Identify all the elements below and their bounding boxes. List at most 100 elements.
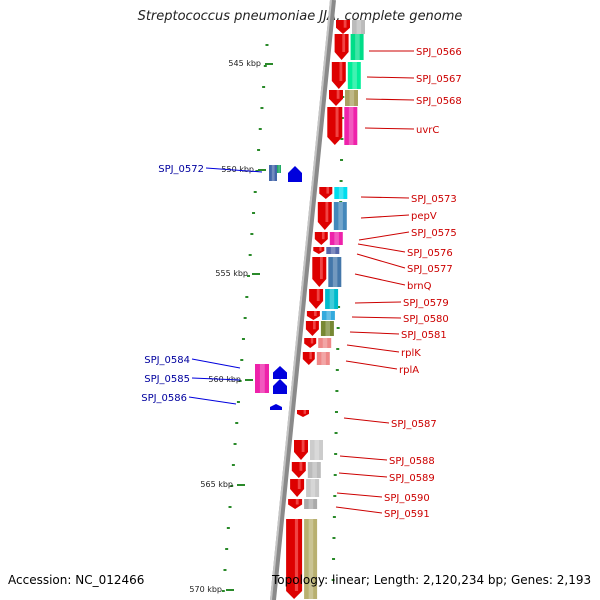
- major-tick: [226, 589, 234, 591]
- scale-tick: [265, 44, 269, 46]
- gene-label-right: SPJ_0579: [403, 298, 449, 309]
- gene-forward: [291, 462, 306, 478]
- gene-domain: [277, 165, 281, 173]
- gene-arrow-forward: [304, 338, 317, 348]
- scale-tick: [260, 107, 264, 109]
- domain-box: [318, 338, 332, 348]
- gene-label-left: SPJ_0584: [144, 355, 190, 366]
- scale-tick: [340, 159, 344, 161]
- scale-tick: [240, 359, 244, 361]
- gene-label-right: SPJ_0589: [389, 473, 435, 484]
- gene-domain: [321, 311, 335, 320]
- domain-shine: [326, 311, 331, 320]
- major-tick: [245, 379, 253, 381]
- gene-arrow-forward: [305, 321, 319, 336]
- scale-tick: [235, 422, 239, 424]
- domain-box: [255, 364, 269, 380]
- gene-domain: [352, 20, 365, 34]
- gene-label-right: SPJ_0567: [416, 74, 462, 85]
- domain-shine: [310, 479, 316, 497]
- domain-box: [255, 379, 269, 393]
- gene-arrow-forward: [334, 34, 349, 60]
- gene-forward: [319, 187, 333, 199]
- domain-shine: [332, 257, 338, 287]
- gene-arrow-forward: [317, 202, 332, 230]
- domain-shine: [355, 34, 360, 60]
- domain-box: [304, 519, 318, 599]
- domain-shine: [329, 289, 335, 309]
- gene-arrow-shine: [299, 462, 303, 471]
- domain-box: [310, 440, 323, 460]
- domain-box: [316, 352, 330, 365]
- domain-shine: [278, 165, 280, 173]
- gene-arrow-forward: [314, 232, 328, 245]
- major-tick: [258, 169, 266, 171]
- gene-forward: [312, 257, 327, 287]
- gene-arrow-forward: [319, 187, 333, 199]
- gene-arrow-forward: [329, 90, 343, 106]
- domain-shine: [334, 232, 339, 245]
- gene-forward: [327, 107, 343, 145]
- scale-tick: [250, 233, 254, 235]
- scale-tick: [334, 453, 338, 455]
- leader-line: [360, 196, 410, 199]
- domain-box: [307, 462, 321, 478]
- scale-tick: [340, 138, 344, 140]
- major-tick: [237, 484, 245, 486]
- gene-label-right: SPJ_0568: [416, 96, 462, 107]
- gene-domain: [344, 107, 358, 145]
- gene-arrow-forward: [313, 247, 325, 254]
- leader-line: [335, 506, 383, 514]
- gene-forward: [336, 20, 350, 34]
- scale-tick: [252, 212, 256, 214]
- gene-forward: [306, 311, 320, 320]
- scale-tick: [248, 254, 252, 256]
- domain-box: [306, 479, 320, 497]
- leader-line: [191, 377, 241, 381]
- domain-box: [329, 232, 343, 245]
- domain-box: [326, 247, 340, 254]
- gene-label-right: SPJ_0573: [411, 194, 457, 205]
- scale-tick: [335, 390, 339, 392]
- domain-box: [320, 321, 334, 336]
- leader-line: [366, 76, 415, 79]
- gene-arrow-shine: [321, 232, 325, 240]
- gene-label-right: SPJ_0576: [407, 248, 453, 259]
- gene-arrow-shine: [310, 338, 314, 344]
- gene-arrow-shine: [335, 107, 339, 137]
- gene-arrow-shine: [343, 20, 347, 28]
- leader-line: [205, 167, 263, 173]
- gene-arrow-shine: [301, 440, 305, 452]
- domain-box: [345, 90, 358, 106]
- gene-domain: [269, 165, 277, 181]
- scale-tick: [335, 369, 339, 371]
- gene-forward: [331, 62, 346, 89]
- scale-tick: [340, 117, 344, 119]
- domain-shine: [322, 338, 328, 348]
- domain-shine: [338, 202, 343, 230]
- gene-domain: [328, 257, 342, 287]
- gene-arrow-forward: [294, 440, 308, 460]
- gene-label-left: SPJ_0586: [141, 393, 187, 404]
- scale-label: 555 kbp: [215, 269, 248, 278]
- gene-arrow-forward: [331, 62, 346, 89]
- scale-tick: [231, 464, 235, 466]
- scale-tick: [243, 317, 247, 319]
- domain-shine: [338, 187, 344, 199]
- leader-line: [188, 396, 237, 405]
- scale-label: 550 kbp: [221, 165, 254, 174]
- gene-domain: [325, 289, 339, 309]
- domain-box: [334, 187, 348, 199]
- gene-label-right: rplK: [401, 348, 421, 359]
- leader-line: [356, 253, 406, 269]
- scale-tick: [255, 170, 259, 172]
- gene-arrow-shine: [294, 519, 299, 591]
- leader-line: [360, 214, 410, 219]
- gene-arrow-shine: [319, 247, 322, 251]
- domain-box: [325, 289, 339, 309]
- domain-shine: [271, 165, 275, 181]
- gene-forward: [290, 479, 305, 497]
- gene-arrow-shine: [316, 289, 320, 301]
- domain-box: [328, 257, 342, 287]
- gene-domain: [306, 479, 320, 497]
